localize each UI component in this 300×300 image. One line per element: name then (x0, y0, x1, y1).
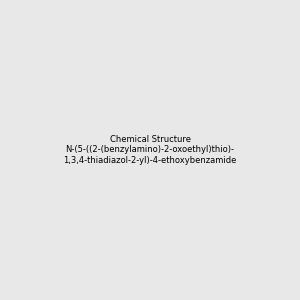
Text: Chemical Structure
N-(5-((2-(benzylamino)-2-oxoethyl)thio)-
1,3,4-thiadiazol-2-y: Chemical Structure N-(5-((2-(benzylamino… (63, 135, 237, 165)
